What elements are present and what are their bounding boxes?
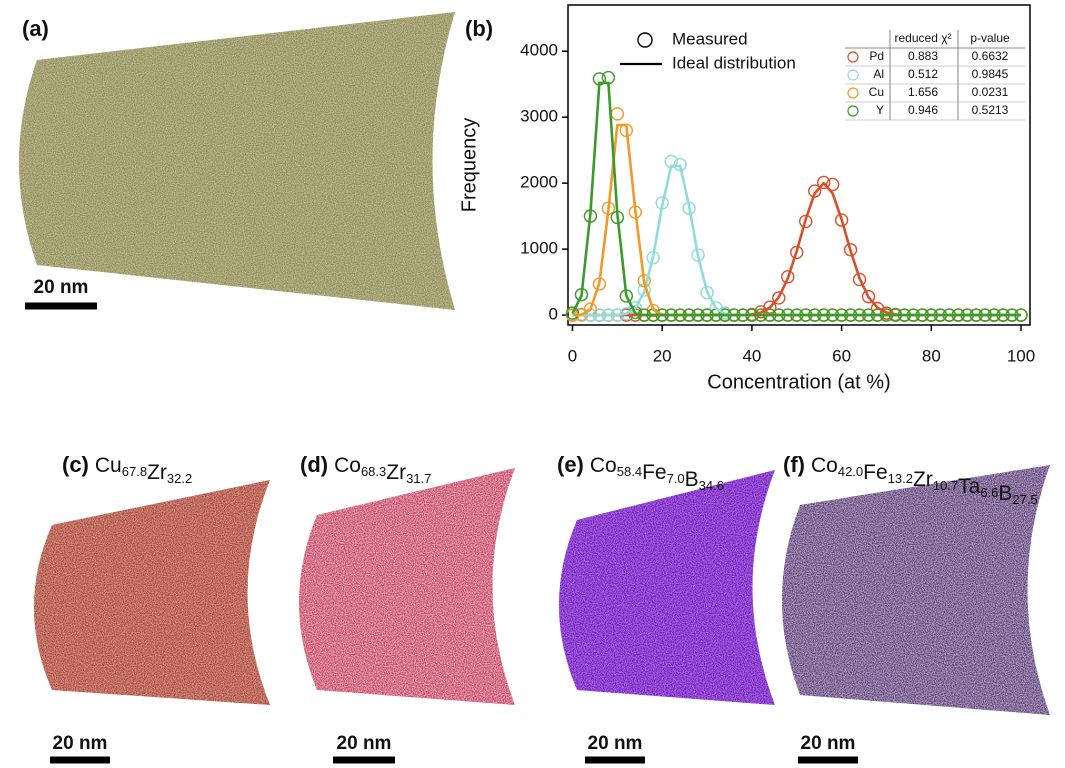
- scale-label: 20 nm: [337, 733, 392, 754]
- measured-point: [861, 289, 876, 304]
- scale-label: 20 nm: [588, 733, 643, 754]
- subscript: 6.6: [980, 485, 998, 500]
- panel-title: (c) Cu67.8Zr32.2: [62, 452, 192, 487]
- y-tick-label: 3000: [520, 107, 558, 126]
- y-tick-label: 1000: [520, 239, 558, 258]
- element: Zr: [147, 461, 167, 484]
- layout: [19, 12, 1050, 764]
- scale-label: 20 nm: [53, 733, 108, 754]
- panel-label: (a): [22, 16, 49, 41]
- chart: 0 1000 2000 3000 4000 0 20 40 60 80 100 Concentrati…: [458, 4, 1035, 393]
- element: Fe: [642, 461, 667, 484]
- element: Co: [590, 454, 617, 477]
- measured-point: [843, 243, 858, 257]
- element: Zr: [913, 468, 933, 491]
- subscript: 58.4: [617, 464, 642, 479]
- x-tick-label: 100: [1007, 346, 1035, 365]
- legend-marker: [637, 32, 653, 48]
- legend-marker: [847, 105, 859, 117]
- sample-texture: [299, 468, 515, 705]
- element: Zr: [386, 461, 406, 484]
- table-header: reduced χ²: [895, 31, 952, 45]
- legend-marker: [847, 69, 859, 81]
- subscript: 7.0: [667, 471, 685, 486]
- table-header: p-value: [970, 31, 1010, 45]
- measured-point: [763, 300, 777, 314]
- ideal-line: [571, 81, 1021, 317]
- legend-label: Cu: [869, 85, 884, 99]
- measured-point: [772, 291, 786, 305]
- legend-label: Al: [873, 67, 884, 81]
- panel-title: (e) Co58.4Fe7.0B34.6: [557, 452, 724, 494]
- sample-texture: [782, 465, 1050, 715]
- subscript: 13.2: [888, 471, 913, 486]
- table-cell: 1.656: [908, 85, 938, 99]
- scale-label: 20 nm: [801, 733, 856, 754]
- element: Co: [334, 454, 361, 477]
- panel-label: (d): [300, 452, 328, 477]
- panel-label: (b): [465, 16, 493, 41]
- scale-bar: [25, 302, 97, 310]
- scale-bar: [50, 756, 110, 764]
- table-cell: 0.9845: [972, 67, 1009, 81]
- x-tick-label: 40: [742, 346, 761, 365]
- panel-label: (c): [62, 452, 89, 477]
- x-tick-label: 20: [653, 346, 672, 365]
- measured-point: [781, 270, 795, 284]
- subscript: 32.2: [167, 471, 192, 486]
- legend-label: Measured: [672, 29, 748, 48]
- y-axis-title: Frequency: [458, 118, 480, 213]
- table-cell: 0.0231: [972, 85, 1009, 99]
- element: B: [685, 468, 699, 491]
- measured-point: [834, 213, 849, 227]
- subscript: 10.7: [933, 478, 958, 493]
- y-tick-label: 4000: [520, 41, 558, 60]
- x-tick-label: 80: [922, 346, 941, 365]
- panel-label: (f): [783, 452, 805, 477]
- subscript: 42.0: [838, 464, 863, 479]
- sample-texture: [34, 480, 270, 705]
- panel-title: (d) Co68.3Zr31.7: [300, 452, 431, 487]
- subscript: 68.3: [361, 464, 386, 479]
- panel-label: (e): [557, 452, 584, 477]
- table-cell: 0.883: [908, 49, 938, 63]
- scale-bar: [798, 756, 858, 764]
- panel-title: (f) Co42.0Fe13.2Zr10.7Ta6.6B27.5: [783, 452, 1038, 508]
- measured-point: [852, 272, 867, 287]
- element: Fe: [863, 461, 888, 484]
- legend-marker: [847, 51, 859, 63]
- subscript: 31.7: [406, 471, 431, 486]
- sample-texture: [559, 470, 775, 705]
- measured-point: [825, 177, 840, 192]
- subscript: 27.5: [1012, 492, 1037, 507]
- x-axis-title: Concentration (at %): [707, 371, 890, 393]
- element: Ta: [958, 475, 981, 498]
- legend-label: Pd: [869, 49, 884, 63]
- x-tick-label: 60: [832, 346, 851, 365]
- element: Cu: [95, 454, 122, 477]
- plot-frame: [567, 4, 1031, 326]
- scale-bar: [585, 756, 645, 764]
- x-tick-label: 0: [568, 346, 577, 365]
- legend-label: Y: [876, 103, 884, 117]
- legend-label: Ideal distribution: [672, 53, 796, 72]
- measured-point: [816, 175, 831, 190]
- measured-point: [610, 107, 625, 121]
- y-tick-label: 2000: [520, 173, 558, 192]
- subscript: 67.8: [122, 464, 147, 479]
- table-cell: 0.6632: [972, 49, 1009, 63]
- table-cell: 0.5213: [972, 103, 1009, 117]
- legend-marker: [847, 87, 859, 99]
- element: Co: [811, 454, 838, 477]
- table-cell: 0.512: [908, 67, 938, 81]
- sample-texture: [19, 12, 455, 310]
- y-tick-label: 0: [549, 305, 558, 324]
- scale-label: 20 nm: [34, 277, 89, 298]
- subscript: 34.6: [699, 478, 724, 493]
- element: B: [998, 482, 1012, 505]
- scale-bar: [333, 756, 395, 764]
- table-cell: 0.946: [908, 103, 938, 117]
- measured-point: [565, 306, 580, 320]
